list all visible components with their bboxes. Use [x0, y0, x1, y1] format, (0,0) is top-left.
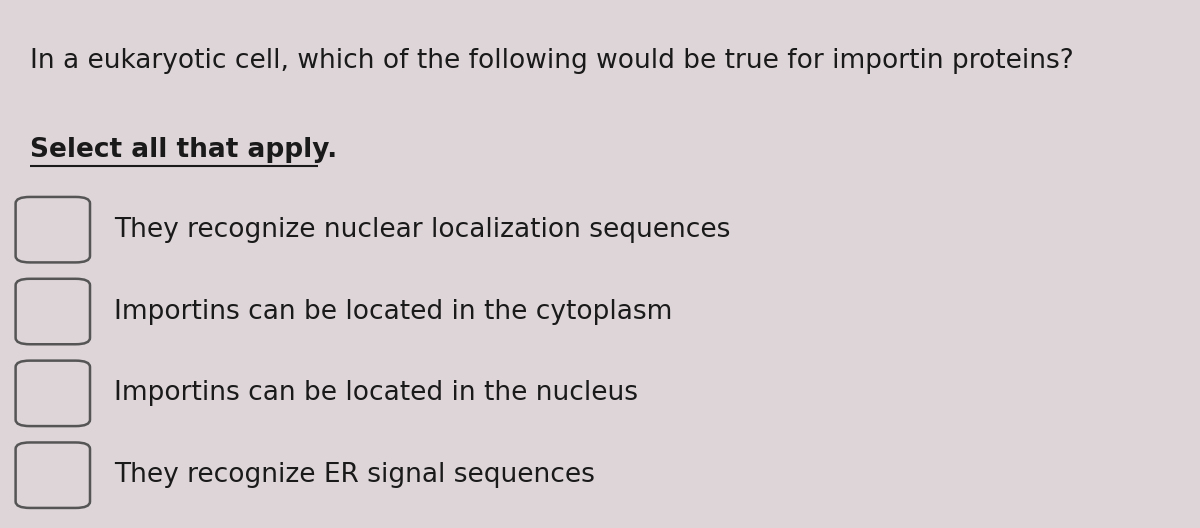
FancyBboxPatch shape	[16, 279, 90, 344]
FancyBboxPatch shape	[16, 361, 90, 426]
Text: They recognize nuclear localization sequences: They recognize nuclear localization sequ…	[114, 216, 731, 243]
Text: Select all that apply.: Select all that apply.	[30, 137, 337, 163]
Text: Importins can be located in the cytoplasm: Importins can be located in the cytoplas…	[114, 298, 672, 325]
FancyBboxPatch shape	[16, 197, 90, 262]
Text: Importins can be located in the nucleus: Importins can be located in the nucleus	[114, 380, 638, 407]
Text: They recognize ER signal sequences: They recognize ER signal sequences	[114, 462, 595, 488]
FancyBboxPatch shape	[16, 442, 90, 508]
Text: In a eukaryotic cell, which of the following would be true for importin proteins: In a eukaryotic cell, which of the follo…	[30, 48, 1074, 73]
